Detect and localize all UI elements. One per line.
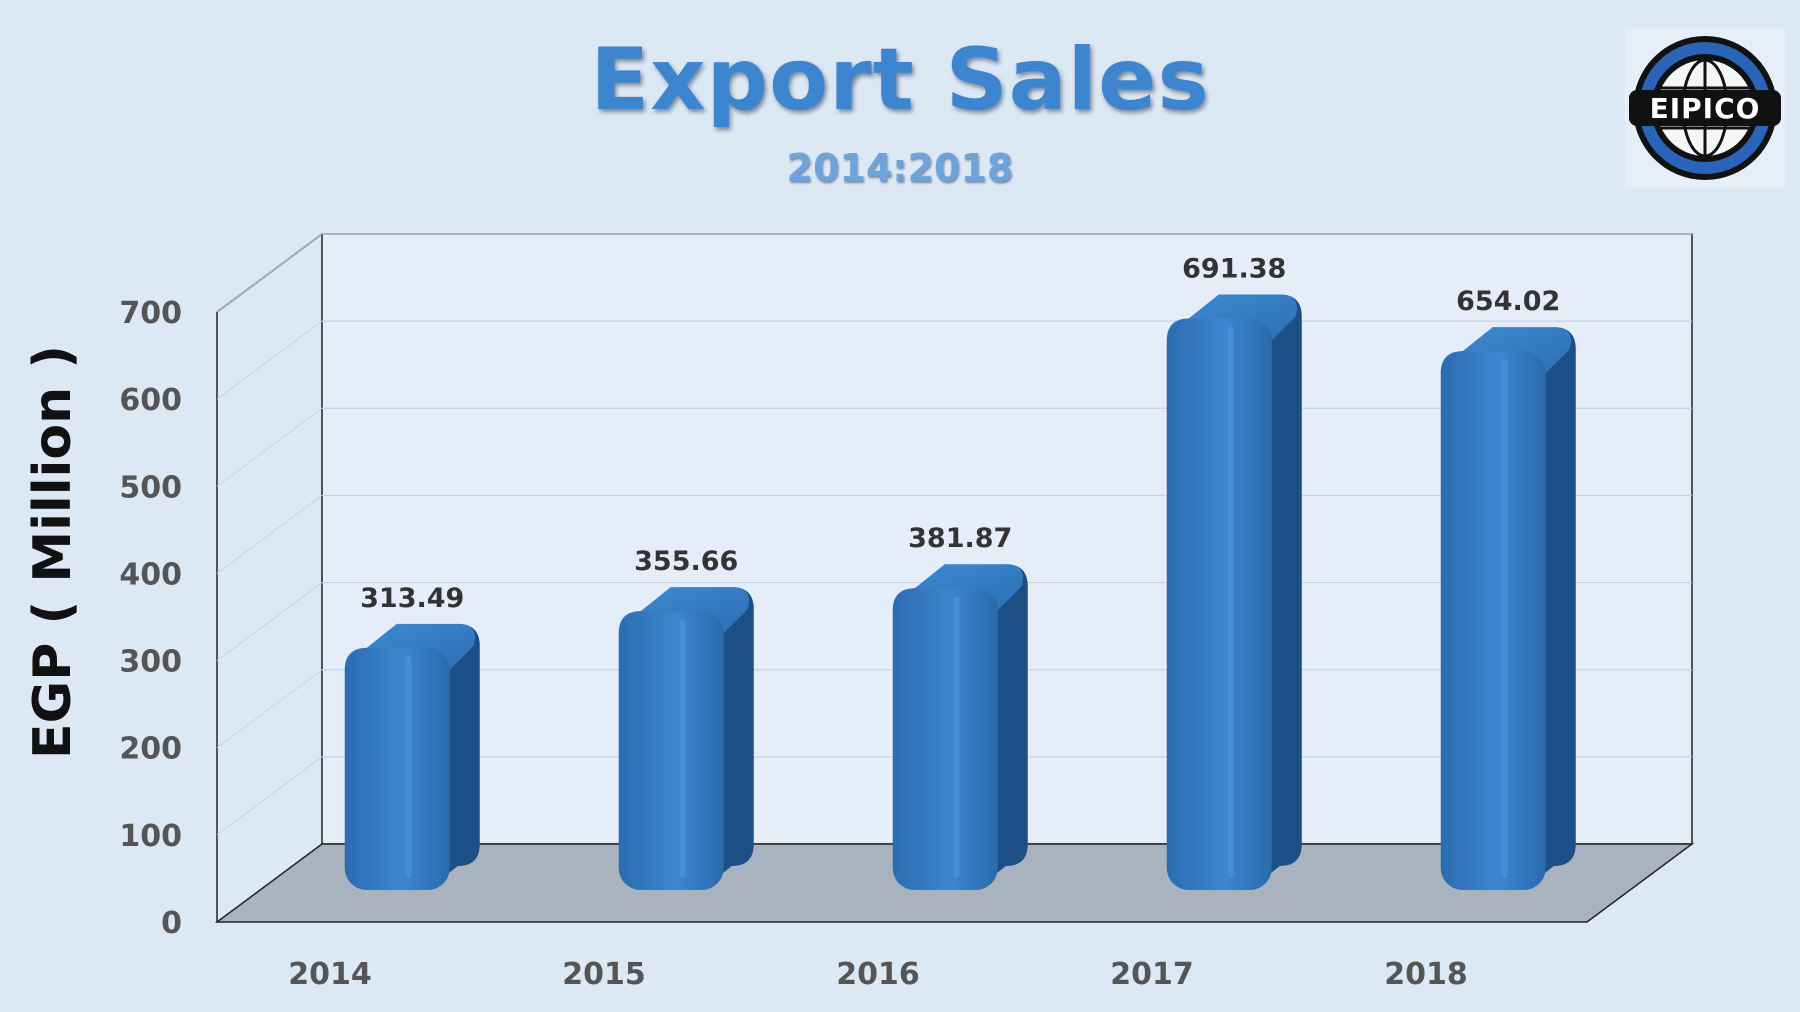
x-tick-label: 2017 — [1110, 957, 1194, 992]
gridline-diagonal — [216, 669, 323, 749]
bar-front — [892, 588, 998, 890]
bar-2015 — [618, 587, 754, 890]
chart-title: Export Sales — [590, 30, 1210, 130]
bar-highlight — [405, 655, 412, 878]
bar-2016 — [892, 564, 1028, 890]
bar-2018 — [1440, 327, 1576, 890]
x-tick-label: 2014 — [288, 957, 372, 992]
globe-logo-icon: EIPICO — [1629, 36, 1781, 180]
bar-highlight — [1227, 326, 1234, 878]
x-tick-label: 2015 — [562, 957, 646, 992]
bar-2017 — [1166, 294, 1302, 890]
y-axis-label: EGP ( Million ) — [23, 345, 83, 759]
x-tick-labels: 2014 2015 2016 2017 2018 — [288, 957, 1468, 992]
data-label: 654.02 — [1456, 286, 1560, 317]
gridline-diagonal — [216, 407, 323, 487]
bar-front — [618, 611, 724, 890]
data-labels: 313.49 355.66 381.87 691.38 654.02 — [360, 254, 1560, 614]
bar-2014 — [344, 623, 480, 890]
bar-highlight — [953, 596, 960, 878]
gridline-diagonal — [216, 233, 323, 313]
x-tick-label: 2018 — [1384, 957, 1468, 992]
data-label: 355.66 — [634, 546, 738, 577]
y-tick-label: 600 — [119, 383, 182, 418]
bar-highlight — [679, 619, 686, 878]
gridline-diagonal — [216, 495, 323, 574]
gridline-diagonal — [216, 320, 323, 400]
y-tick-label: 400 — [119, 557, 182, 592]
y-tick-label: 0 — [161, 906, 182, 941]
data-label: 313.49 — [360, 583, 464, 614]
bar-highlight — [1501, 359, 1508, 878]
gridline-diagonal — [216, 756, 323, 836]
data-label: 691.38 — [1182, 254, 1286, 285]
y-tick-label: 200 — [119, 732, 182, 767]
y-tick-label: 700 — [119, 296, 182, 331]
logo-text: EIPICO — [1650, 92, 1761, 125]
y-tick-label: 100 — [119, 819, 182, 854]
eipico-logo: EIPICO — [1625, 28, 1785, 188]
bars — [344, 294, 1576, 890]
x-tick-label: 2016 — [836, 957, 920, 992]
bar-front — [1166, 318, 1272, 890]
y-tick-label: 300 — [119, 645, 182, 680]
y-tick-labels: 0 100 200 300 400 500 600 700 — [119, 296, 182, 941]
bar-front — [344, 647, 450, 890]
gridline-diagonal — [216, 582, 323, 661]
data-label: 381.87 — [908, 523, 1012, 554]
y-tick-label: 500 — [119, 470, 182, 505]
chart-subtitle: 2014:2018 — [786, 146, 1014, 190]
bar-front — [1440, 351, 1546, 890]
